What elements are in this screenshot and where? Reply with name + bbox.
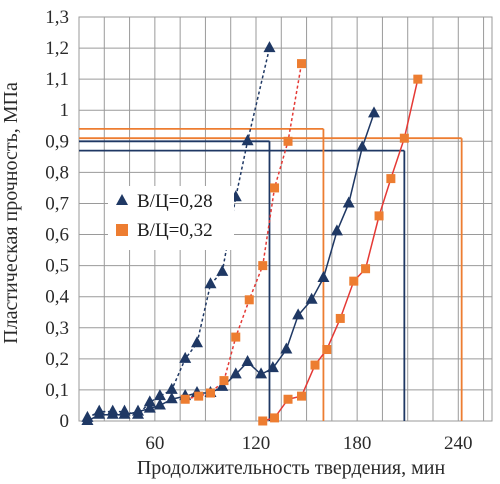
y-tick-label: 0 [60,411,70,432]
x-axis-label: Продолжительность твердения, мин [137,457,446,479]
legend: В/Ц=0,28 В/Ц=0,32 [108,186,234,250]
data-point-triangle [317,271,330,283]
data-point-triangle [179,351,192,363]
data-point-triangle [342,196,355,208]
data-point-triangle [204,277,217,289]
data-point-triangle [143,401,156,413]
data-point-triangle [255,367,268,379]
y-tick-label: 1,3 [45,7,69,28]
data-point-square [258,261,268,271]
series-1 [81,106,380,425]
series-layer [81,41,423,426]
y-tick-label: 1 [60,100,70,121]
data-point-square [270,413,280,423]
y-tick-label: 0,8 [45,162,69,183]
data-point-square [361,264,371,274]
data-point-triangle [263,41,276,53]
y-tick-label: 0,4 [45,287,69,308]
data-point-triangle [153,398,166,410]
y-tick-label: 0,1 [45,380,69,401]
data-point-triangle [305,292,318,304]
data-point-triangle [132,404,144,416]
data-point-triangle [292,308,305,320]
data-point-triangle [356,140,369,152]
data-point-triangle [165,392,178,404]
y-axis-label: Пластическая прочность, МПа [0,82,22,344]
y-tick-label: 0,2 [45,349,69,370]
data-point-square [231,332,241,342]
data-point-triangle [330,224,343,236]
data-point-triangle [229,367,242,379]
data-point-square [335,313,345,323]
data-point-square [386,174,396,184]
data-point-square [283,136,293,146]
data-point-square [297,59,307,69]
data-point-triangle [93,407,106,419]
data-point-square [413,74,423,84]
data-point-square [297,391,307,401]
legend-label-1: В/Ц=0,32 [137,220,213,241]
data-point-triangle [118,407,131,419]
data-point-triangle [241,354,254,366]
data-point-square [322,345,332,355]
series-2 [180,59,307,404]
data-point-square [399,133,409,143]
x-tick-label: 240 [444,433,473,454]
plot-frame [78,16,493,422]
data-point-square [310,360,320,370]
data-point-triangle [280,342,293,354]
y-tick-label: 0,6 [45,225,69,246]
data-point-triangle [241,134,254,146]
data-point-square [349,276,359,286]
data-point-square [194,391,204,401]
data-point-triangle [143,395,156,407]
series-3 [258,74,423,426]
legend-label-0: В/Ц=0,28 [137,191,213,212]
data-point-triangle [266,361,279,373]
x-tick-label: 60 [145,433,164,454]
tick-labels: 0 0,1 0,2 0,3 0,4 0,5 0,6 0,7 0,8 0,9 1 1,1 1,2 1,3 60… [45,7,472,454]
data-point-square [270,183,280,193]
y-tick-label: 1,1 [45,69,69,90]
data-point-triangle [216,379,229,391]
y-tick-label: 1,2 [45,38,69,59]
data-point-square [374,211,384,221]
data-point-square [180,394,190,404]
data-point-triangle [81,414,94,425]
data-point-triangle [216,264,229,276]
legend-box [108,186,234,250]
data-point-triangle [191,336,203,348]
y-tick-label: 0,7 [45,193,69,214]
data-point-square [244,295,254,305]
x-tick-label: 180 [343,433,372,454]
y-tick-label: 0,5 [45,256,69,277]
data-point-square [205,388,215,398]
data-point-square [283,394,293,404]
y-tick-label: 0,3 [45,318,69,339]
data-point-triangle [153,389,166,401]
legend-marker-triangle [116,194,128,205]
data-point-triangle [368,106,380,118]
data-point-triangle [165,382,178,394]
y-tick-label: 0,9 [45,131,69,152]
data-point-square [219,376,229,386]
x-tick-label: 120 [242,433,271,454]
data-point-triangle [106,407,119,419]
legend-marker-square [116,224,128,236]
series-line [262,78,419,422]
data-point-square [258,416,268,426]
